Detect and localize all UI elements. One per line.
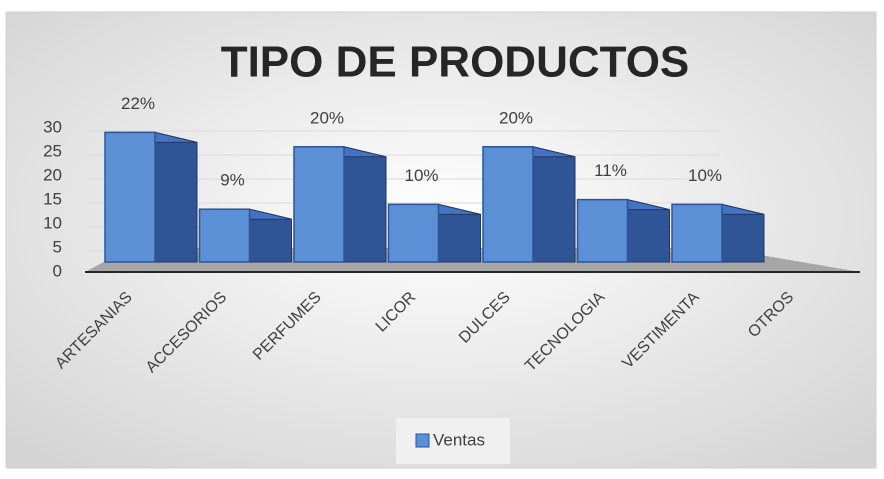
chart-title: TIPO DE PRODUCTOS — [221, 38, 690, 87]
y-tick-label: 15 — [43, 189, 62, 208]
y-tick-label: 0 — [53, 261, 62, 280]
data-label: 22% — [121, 94, 155, 113]
bar — [198, 208, 251, 263]
data-label: 20% — [310, 108, 344, 127]
legend — [396, 418, 510, 464]
legend-swatch — [415, 433, 430, 448]
legend-label: Ventas — [433, 430, 485, 449]
y-tick-label: 20 — [43, 165, 62, 184]
bar — [104, 131, 156, 263]
data-label: 9% — [220, 171, 245, 190]
y-tick-label: 5 — [53, 237, 62, 256]
bar — [293, 146, 345, 263]
data-label: 10% — [688, 166, 722, 185]
data-label: 20% — [499, 108, 533, 127]
y-tick-label: 10 — [43, 213, 62, 232]
data-label: 11% — [594, 161, 627, 180]
bar — [671, 203, 723, 263]
bar — [576, 198, 629, 263]
data-label: 10% — [404, 166, 438, 185]
y-tick-label: 30 — [43, 117, 62, 136]
bar-side — [532, 146, 576, 263]
bar — [387, 203, 440, 263]
bar-side — [154, 131, 198, 263]
bar — [482, 146, 534, 263]
y-tick-label: 25 — [43, 141, 62, 160]
bar-side — [343, 146, 387, 263]
